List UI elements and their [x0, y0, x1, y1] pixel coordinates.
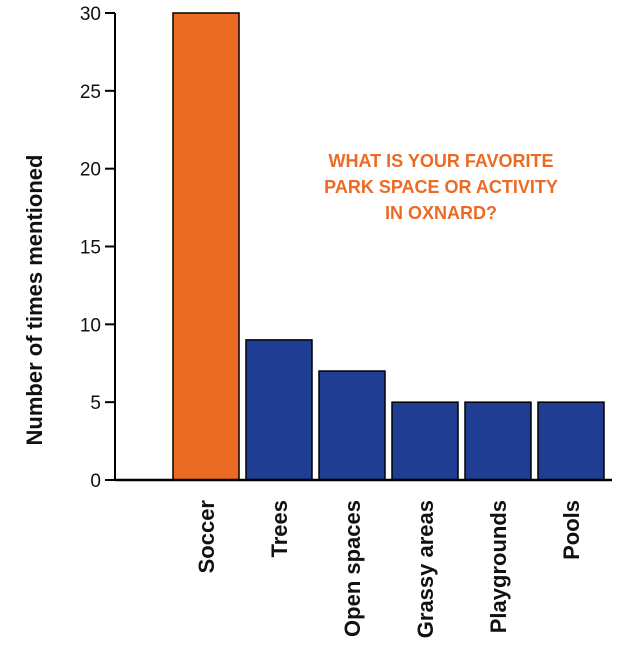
y-tick-label-20: 20	[80, 160, 101, 181]
chart-title-line: WHAT IS YOUR FAVORITE	[328, 151, 553, 171]
y-axis-label: Number of times mentioned	[22, 155, 47, 446]
bar-trees	[245, 339, 313, 481]
bar-soccer	[172, 12, 240, 481]
category-label-trees: Trees	[267, 500, 292, 558]
bar-open-spaces	[318, 370, 386, 481]
chart-title: WHAT IS YOUR FAVORITE PARK SPACE OR ACTIV…	[324, 151, 558, 223]
chart-title-line: PARK SPACE OR ACTIVITY	[324, 177, 558, 197]
y-tick-label-10: 10	[80, 315, 101, 336]
bar-pools	[537, 401, 605, 481]
category-label-grassy-areas: Grassy areas	[413, 500, 438, 638]
bar-playgrounds	[464, 401, 532, 481]
chart-title-line: IN OXNARD?	[385, 203, 497, 223]
bars-group	[172, 12, 605, 481]
bar-grassy-areas	[391, 401, 459, 481]
category-label-pools: Pools	[559, 500, 584, 560]
y-tick-label-25: 25	[80, 82, 101, 103]
category-label-playgrounds: Playgrounds	[486, 500, 511, 633]
category-label-open-spaces: Open spaces	[340, 500, 365, 637]
category-labels-group: Soccer Trees Open spaces Grassy areas Playgr…	[194, 500, 584, 639]
category-label-soccer: Soccer	[194, 500, 219, 574]
y-tick-label-15: 15	[80, 238, 101, 259]
y-ticks-group: 0 5 10 15 20 25 30	[80, 4, 115, 492]
y-tick-label-30: 30	[80, 4, 101, 25]
y-tick-label-0: 0	[90, 471, 101, 492]
y-tick-label-5: 5	[90, 393, 101, 414]
